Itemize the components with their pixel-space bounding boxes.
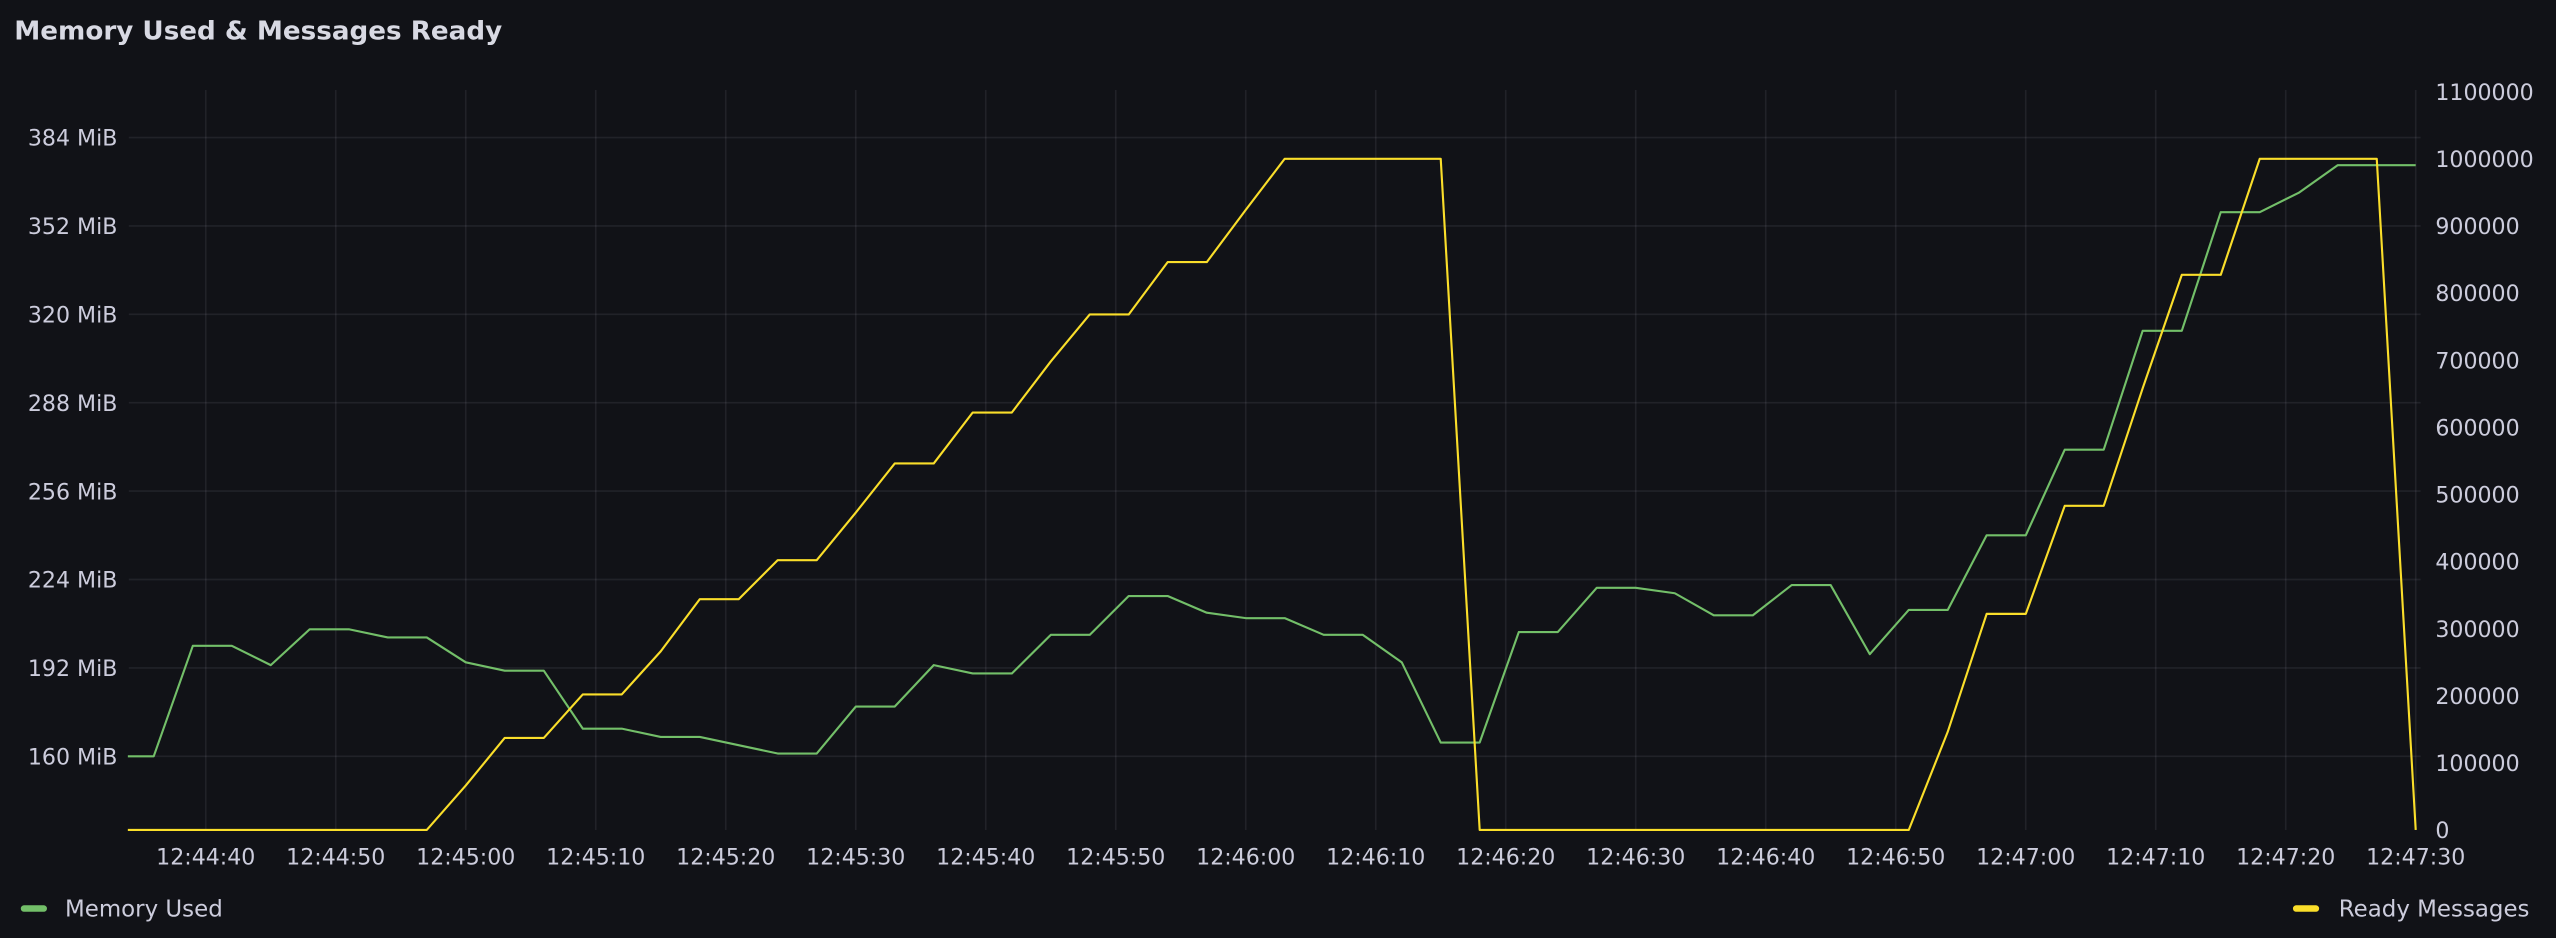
y-left-tick-label: 224 MiB: [28, 568, 118, 594]
x-tick-label: 12:45:10: [546, 844, 645, 870]
x-tick-label: 12:47:30: [2366, 844, 2465, 870]
grid: [128, 90, 2421, 830]
x-tick-label: 12:45:30: [806, 844, 905, 870]
y-left-tick-label: 320 MiB: [28, 302, 118, 328]
y-right-tick-label: 600000: [2435, 415, 2519, 441]
x-tick-label: 12:46:10: [1326, 844, 1425, 870]
y-left-tick-label: 256 MiB: [28, 479, 118, 505]
y-left-tick-label: 352 MiB: [28, 214, 118, 240]
y-left-tick-label: 288 MiB: [28, 391, 118, 417]
legend-ready-label: Ready Messages: [2339, 897, 2530, 923]
y-right-tick-label: 200000: [2435, 684, 2519, 710]
panel-title: Memory Used & Messages Ready: [14, 16, 502, 46]
y-right-tick-label: 500000: [2435, 483, 2519, 509]
y-right-tick-label: 1000000: [2435, 147, 2533, 173]
ready-messages-line: [127, 157, 2417, 832]
x-axis: 12:44:40 12:44:50 12:45:00 12:45:10 12:45:20…: [156, 844, 2465, 870]
legend-ready-swatch: [2292, 905, 2320, 912]
y-right-tick-label: 0: [2435, 818, 2449, 844]
x-tick-label: 12:46:20: [1456, 844, 1555, 870]
x-tick-label: 12:45:50: [1066, 844, 1165, 870]
y-axis-right: 1100000100000090000080000070000060000050…: [2435, 80, 2533, 844]
legend-item-memory-used[interactable]: Memory Used: [20, 897, 223, 923]
series-lines: [127, 157, 2417, 832]
legend-item-ready-messages[interactable]: Ready Messages: [2292, 897, 2530, 923]
x-tick-label: 12:46:00: [1196, 844, 1295, 870]
x-tick-label: 12:46:50: [1846, 844, 1945, 870]
x-tick-label: 12:47:20: [2236, 844, 2335, 870]
x-tick-label: 12:44:40: [156, 844, 255, 870]
y-right-tick-label: 1100000: [2435, 80, 2533, 106]
legend-memory-label: Memory Used: [65, 897, 223, 923]
y-left-tick-label: 192 MiB: [28, 656, 118, 682]
y-left-tick-label: 384 MiB: [28, 126, 118, 152]
x-tick-label: 12:44:50: [286, 844, 385, 870]
x-tick-label: 12:45:40: [936, 844, 1035, 870]
x-tick-label: 12:47:00: [1976, 844, 2075, 870]
x-tick-label: 12:46:40: [1716, 844, 1815, 870]
memory-used-line: [127, 164, 2416, 758]
x-tick-label: 12:46:30: [1586, 844, 1685, 870]
x-tick-label: 12:45:20: [676, 844, 775, 870]
y-right-tick-label: 100000: [2435, 751, 2519, 777]
y-right-tick-label: 800000: [2435, 281, 2519, 307]
y-right-tick-label: 900000: [2435, 214, 2519, 240]
y-right-tick-label: 300000: [2435, 617, 2519, 643]
y-right-tick-label: 400000: [2435, 550, 2519, 576]
y-axis-left: 384 MiB 352 MiB 320 MiB 288 MiB 256 MiB 224 M…: [28, 126, 118, 771]
y-right-tick-label: 700000: [2435, 348, 2519, 374]
y-left-tick-label: 160 MiB: [28, 744, 118, 770]
legend-memory-swatch: [20, 905, 47, 912]
x-tick-label: 12:45:00: [416, 844, 515, 870]
x-tick-label: 12:47:10: [2106, 844, 2205, 870]
